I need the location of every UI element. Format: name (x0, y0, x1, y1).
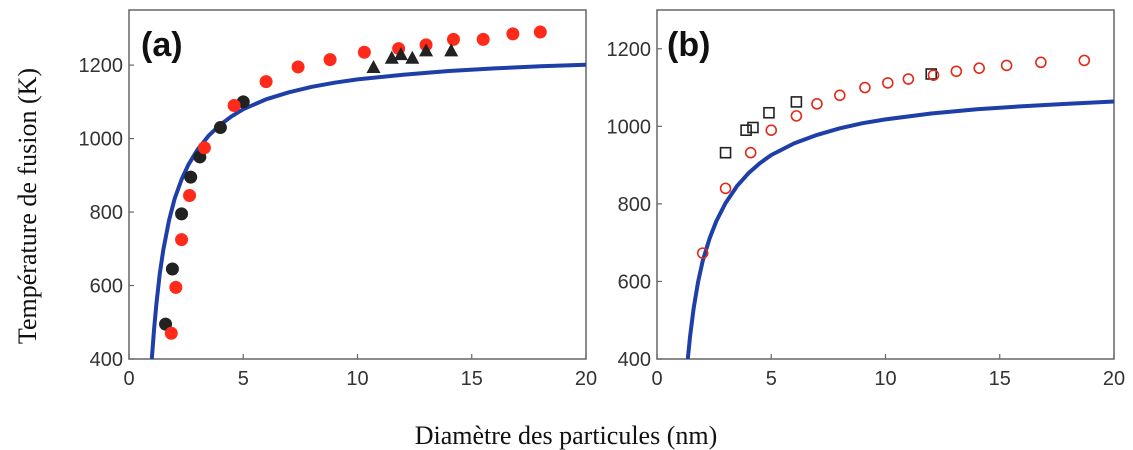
panel-b-fit-curve (685, 99, 1114, 359)
panel-b-series-2-point (902, 73, 915, 85)
panel-a-series-2-point (197, 141, 211, 155)
x-axis-title: Diamètre des particules (nm) (415, 421, 718, 450)
panel-a-plot-area (128, 9, 587, 360)
panel-a-x-tick-label: 10 (346, 368, 368, 390)
panel-b-x-tick-label: 20 (1103, 368, 1125, 390)
panel-b-series-2-point (833, 89, 846, 102)
panel-b-series-2-point (1035, 56, 1047, 69)
panel-b-y-tick-label: 1200 (607, 39, 652, 61)
panel-b-y-tick-label: 400 (618, 349, 651, 371)
panel-a-series-3-point (366, 59, 381, 73)
panel-b-x-tick-label: 10 (874, 368, 896, 390)
panel-b-x-tick-label: 5 (766, 368, 777, 390)
panel-a-series-2-point (175, 233, 189, 247)
panel-b-series-2-point (973, 62, 985, 74)
panel-b-series-2-point (950, 65, 963, 78)
panel-b-series-2-point (719, 182, 732, 195)
panel-a-series-2-point (506, 27, 520, 41)
panel-b-series-1-point (790, 96, 803, 108)
panel-b-series-2-point (696, 247, 709, 259)
panel-a-series-2-point (291, 60, 305, 74)
panel-b-series-2-point (859, 81, 871, 94)
panel-a-series-2-point (533, 25, 547, 39)
panel-b-label: (b) (667, 26, 710, 64)
panel-b-series-2-point (790, 110, 803, 122)
panel-a-x-tick-label: 15 (461, 368, 483, 390)
panel-a-series-1-point (184, 170, 198, 184)
panel-a-y-tick-label: 400 (90, 349, 123, 371)
panel-a-y-tick-label: 600 (90, 276, 123, 298)
panel-a-x-tick-label: 5 (238, 368, 249, 390)
panel-b-series-2-point (1078, 54, 1091, 67)
panel-b-y-tick-label: 800 (618, 194, 651, 216)
panel-b-series-2-point (927, 69, 940, 81)
panel-a-series-1-point (165, 262, 179, 276)
y-axis-title: Température de fusion (K) (13, 68, 42, 344)
panel-a-fit-curve (149, 62, 586, 359)
panel-a-y-tick-label: 1000 (79, 129, 124, 151)
panel-a-label: (a) (141, 26, 183, 64)
panel-a-series-2-point (323, 53, 337, 67)
panel-b-series-1-point (763, 106, 775, 119)
panel-b: 0 5 10 15 20 400 600 800 1000 1200 (607, 39, 1126, 390)
panel-a-series-1-point (175, 207, 189, 221)
panel-a-series-3-point (419, 43, 434, 57)
panel-b-series-2-point (744, 146, 757, 159)
panel-a-x-tick-label: 20 (575, 368, 597, 390)
panel-b-series-1-point (747, 121, 759, 134)
panel-a-x-tick-label: 0 (123, 368, 134, 390)
panel-a-series-3-point (384, 50, 399, 64)
panel-a-series-3-point (393, 47, 408, 61)
panel-a-series-2-point (164, 326, 178, 340)
panel-a-series-2-point (169, 280, 183, 294)
panel-a-series-2-point (183, 189, 197, 203)
panel-a-series-2-point (259, 75, 273, 89)
panel-a-series-3-point (444, 43, 459, 57)
panel-b-plot-area (656, 9, 1115, 360)
panel-b-series-2-point (881, 77, 894, 89)
panel-a-y-tick-label: 1200 (79, 55, 124, 77)
panel-a-series-2-point (476, 32, 490, 46)
panel-a-series-2-point (446, 32, 460, 46)
panel-a-y-tick-label: 800 (90, 202, 123, 224)
panel-a-series-1-point (213, 121, 227, 135)
panel-b-x-tick-label: 15 (989, 368, 1011, 390)
panel-a-series-3-point (405, 50, 420, 64)
panel-a-series-2-point (357, 45, 371, 59)
panel-b-series-1-point (740, 124, 752, 137)
panel-b-series-2-point (765, 124, 778, 137)
panel-b-y-tick-label: 600 (618, 271, 651, 293)
panel-b-series-2-point (1000, 59, 1013, 72)
panel-b-series-2-point (811, 98, 823, 110)
panel-b-series-1-point (719, 146, 732, 159)
panel-b-x-tick-label: 0 (651, 368, 662, 390)
panel-a: 0 5 10 15 20 400 600 800 1000 1200 (79, 25, 597, 390)
panel-a-series-2-point (227, 99, 241, 113)
panel-b-y-tick-label: 1000 (607, 116, 652, 138)
